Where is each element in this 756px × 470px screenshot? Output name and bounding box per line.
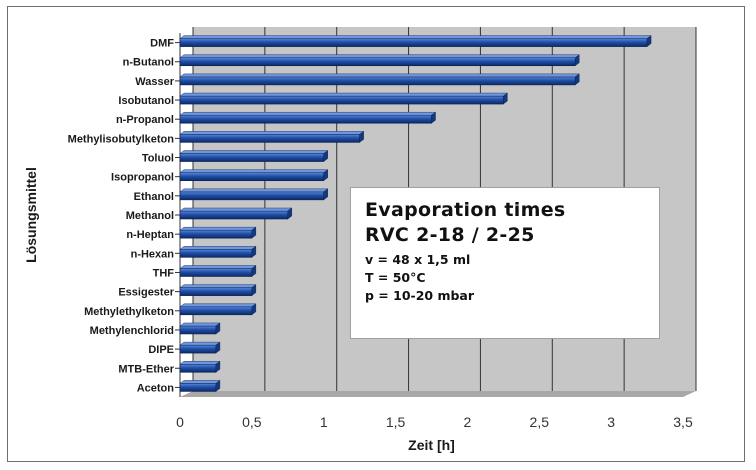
x-tick-label: 1,5 [386, 414, 406, 430]
x-tick-label: 3 [607, 414, 615, 430]
x-tick-label: 3,5 [673, 414, 693, 430]
x-tick-label: 1 [320, 414, 328, 430]
annotation-pressure: p = 10-20 mbar [365, 288, 475, 303]
bar [179, 54, 580, 67]
category-label: Methanol [126, 210, 174, 222]
category-label: n-Butanol [123, 57, 174, 69]
category-label: Essigester [118, 287, 174, 299]
category-label: Methylenchlorid [90, 325, 174, 337]
bar [179, 341, 221, 354]
bar [179, 303, 257, 316]
x-tick-label: 0 [176, 414, 184, 430]
category-label: Ethanol [134, 191, 174, 203]
bar [179, 35, 652, 47]
bar [179, 207, 293, 220]
category-label: DMF [150, 38, 174, 50]
bar [179, 150, 329, 162]
annotation-title-2: RVC 2-18 / 2-25 [365, 224, 535, 246]
bar [179, 130, 365, 143]
bar [179, 322, 221, 335]
bar [179, 284, 257, 297]
bar [179, 226, 257, 239]
bar [179, 188, 329, 201]
x-tick-label: 2 [464, 414, 472, 430]
category-label: n-Heptan [126, 229, 174, 241]
annotation-box: Evaporation times RVC 2-18 / 2-25 v = 48… [350, 187, 660, 339]
category-label: Methylethylketon [84, 306, 174, 318]
bar [179, 169, 329, 182]
x-tick-label: 0,5 [242, 414, 262, 430]
bars [179, 35, 652, 392]
category-label: THF [153, 267, 175, 279]
bar [179, 73, 580, 86]
category-label: Isobutanol [118, 95, 174, 107]
annotation-title-1: Evaporation times [365, 199, 566, 221]
bar [179, 92, 508, 105]
bar [179, 265, 257, 277]
category-label: Toluol [142, 153, 174, 165]
category-label: n-Propanol [116, 114, 174, 126]
bar [179, 380, 221, 392]
x-axis-title: Zeit [h] [408, 437, 455, 453]
bar [179, 111, 437, 124]
category-label: n-Hexan [131, 248, 175, 260]
category-label: Wasser [135, 76, 174, 88]
annotation-volume: v = 48 x 1,5 ml [365, 252, 471, 267]
annotation-temperature: T = 50°C [365, 270, 426, 285]
category-label: Isopropanol [111, 172, 174, 184]
plot-floor [180, 391, 696, 397]
x-tick-labels: 0 0,5 1 1,5 2 2,5 3 3,5 [176, 414, 693, 430]
category-label: DIPE [148, 344, 174, 356]
category-labels: DMF n-Butanol Wasser Isobutanol n-Propanol Me… [68, 38, 180, 394]
bar [179, 245, 257, 258]
x-tick-label: 2,5 [530, 414, 550, 430]
bar [179, 360, 221, 373]
y-axis-title: Lösungsmittel [23, 167, 39, 263]
category-label: Methylisobutylketon [68, 133, 175, 145]
category-label: MTB-Ether [118, 363, 174, 375]
category-label: Aceton [137, 382, 175, 394]
